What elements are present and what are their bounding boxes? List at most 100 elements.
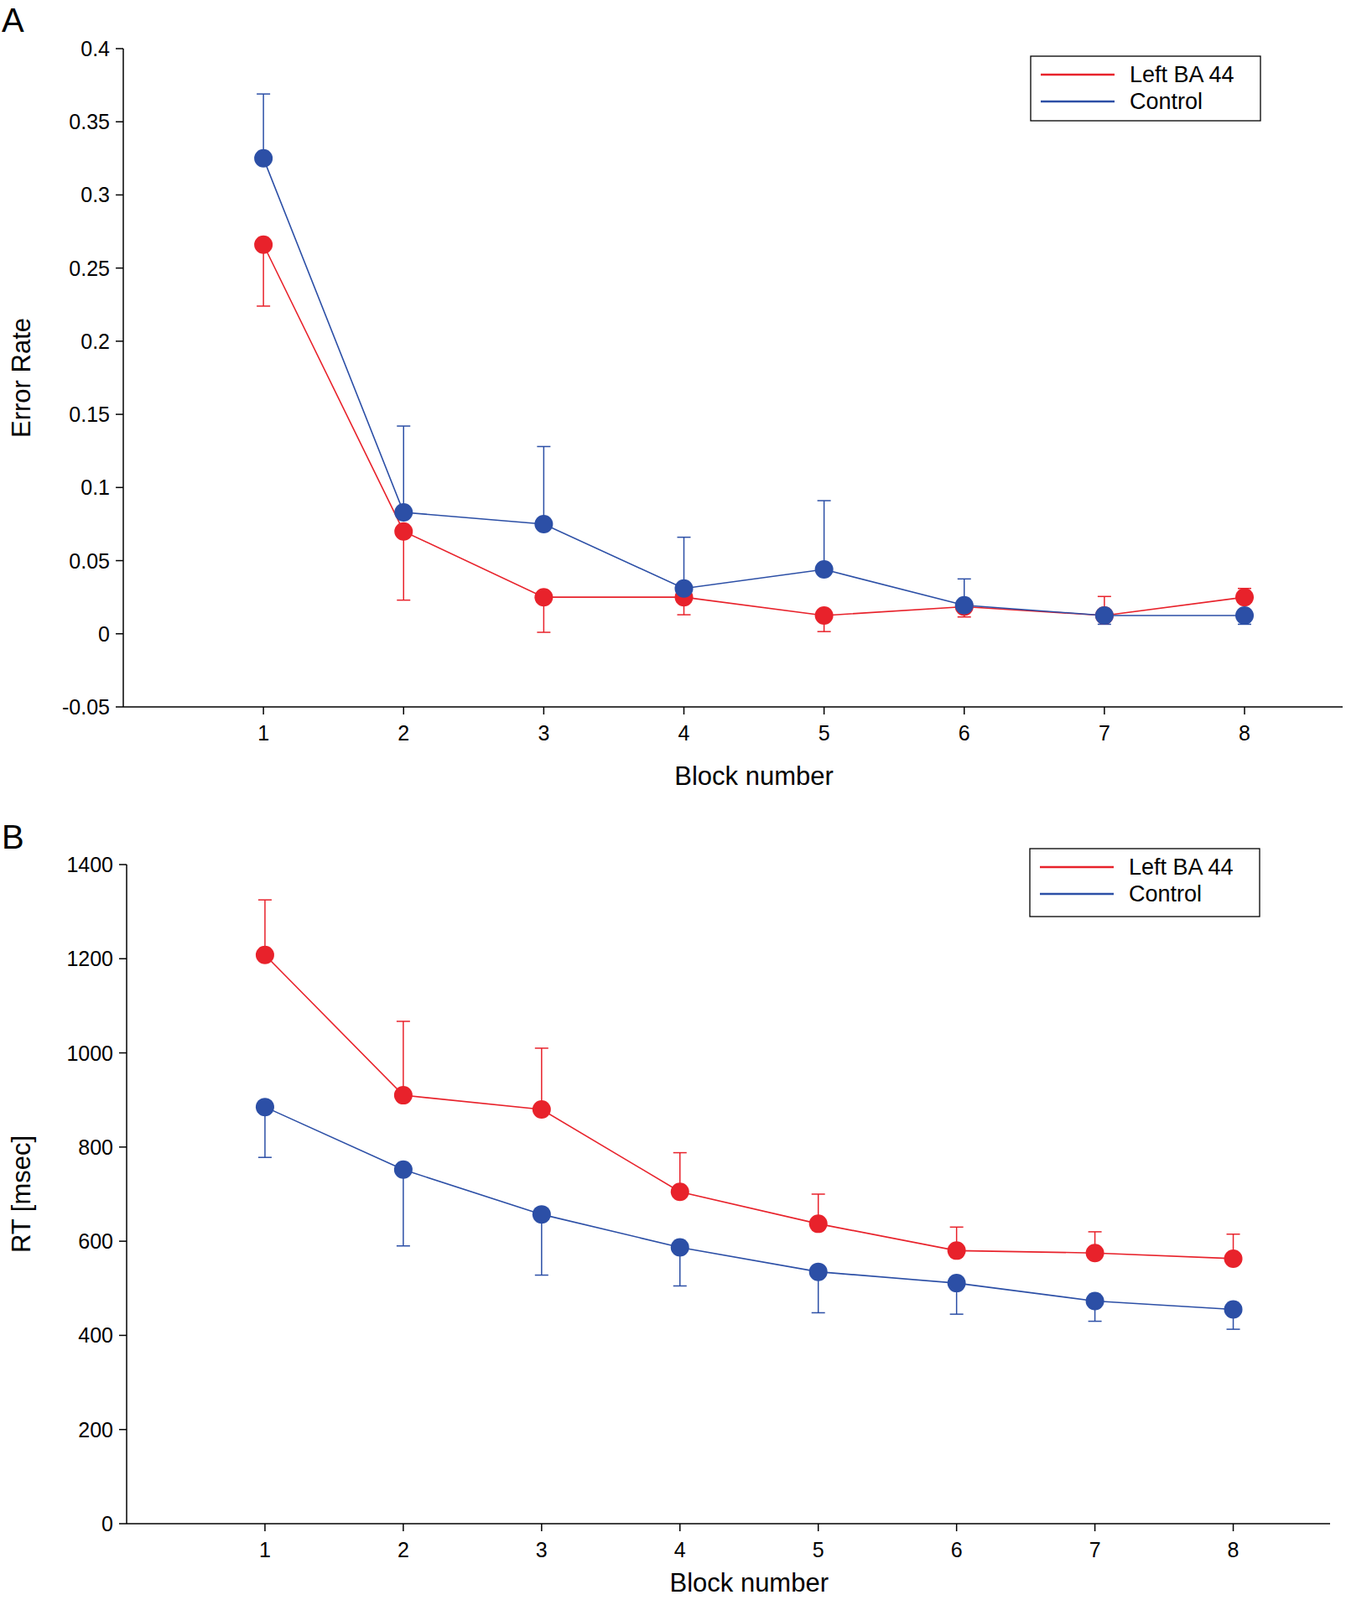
y-tick [115,560,124,562]
x-tick [963,706,966,715]
error-bar [536,446,551,524]
legend-label: Left BA 44 [1128,854,1234,880]
x-tick [264,1523,266,1532]
y-tick [115,120,124,123]
y-tick [115,340,124,343]
error-cap [536,446,551,448]
y-tick [115,194,124,197]
series-line [263,244,1245,616]
legend-swatch [1040,73,1115,77]
error-cap [673,1285,687,1288]
data-point [947,1241,967,1260]
y-tick [115,413,124,416]
error-bar [396,531,411,601]
x-tick [1094,1523,1097,1532]
x-tick [956,1523,958,1532]
error-cap [957,616,972,619]
x-tick [402,1523,405,1532]
x-tick [403,706,406,715]
y-tick [119,1240,127,1243]
y-tick-label: 0.2 [80,329,110,354]
error-cap [258,899,272,901]
y-tick-label: 0.05 [68,549,110,573]
x-tick-label: 2 [397,721,410,745]
panel-label: B [1,818,25,856]
x-tick-label: 7 [1089,1538,1102,1562]
data-point [955,596,974,615]
series-line [263,158,1245,616]
series-line [265,1106,1234,1310]
error-cap [256,305,271,307]
error-cap [396,1020,411,1023]
x-tick [543,706,546,715]
y-tick-label: 200 [77,1418,114,1442]
x-tick-label: 6 [951,1538,963,1562]
y-tick [119,958,127,961]
y-tick-label: 1000 [66,1041,114,1066]
data-point [255,945,275,965]
x-tick [683,706,686,715]
y-tick-label: 0.35 [68,109,110,134]
error-cap [258,1156,272,1159]
y-tick-label: 1400 [66,852,114,877]
y-tick [119,863,127,866]
y-tick [115,487,124,489]
data-point [670,1182,690,1201]
y-tick-label: 0.4 [80,36,110,61]
error-cap [396,599,411,602]
y-tick-label: 0.3 [80,182,110,207]
data-point [534,587,553,607]
panel-label: A [1,1,25,39]
x-tick-label: 8 [1238,721,1251,745]
error-cap [811,1312,826,1315]
legend-label: Control [1128,881,1202,907]
x-axis [126,1522,1331,1525]
error-cap [677,613,692,616]
data-point [1095,606,1114,625]
error-cap [256,93,271,95]
y-tick [119,1429,127,1431]
y-tick-label: 1200 [66,946,114,971]
y-axis-label: RT [msec] [6,1135,37,1253]
x-tick [540,1523,543,1532]
y-tick [115,47,124,50]
chart-panel: B020040060080010001200140012345678Block … [1,818,1331,1598]
data-point [254,235,273,255]
data-point [1235,587,1254,607]
x-tick [679,1523,681,1532]
legend-label: Left BA 44 [1129,62,1235,88]
y-tick [115,706,124,708]
data-point [675,579,694,598]
legend-box [1029,848,1260,917]
error-cap [817,630,832,633]
data-point [394,1160,413,1180]
error-bar [817,500,832,570]
error-stem [823,500,826,570]
chart-panel: A-0.0500.050.10.150.20.250.30.350.412345… [1,1,1343,791]
x-axis [123,706,1343,708]
legend-swatch [1039,893,1114,896]
y-tick [119,1522,127,1525]
x-tick-label: 8 [1227,1538,1240,1562]
y-tick-label: 0.1 [80,475,110,499]
error-stem [262,93,265,159]
data-point [532,1205,551,1224]
x-tick [1243,706,1246,715]
y-tick-label: 0.15 [68,402,110,427]
error-bar [396,1169,411,1247]
y-tick [115,633,124,635]
legend-swatch [1039,866,1114,869]
x-tick-label: 4 [678,721,691,745]
error-cap [1088,1320,1102,1323]
error-cap [1226,1233,1241,1236]
error-cap [950,1226,964,1229]
legend-swatch [1040,100,1115,104]
x-tick-label: 1 [259,1538,271,1562]
plot-area [255,899,1243,1330]
y-axis [125,864,128,1524]
legend-label: Control [1129,88,1203,115]
data-point [815,606,834,625]
y-tick-label: 0 [98,622,110,646]
data-point [254,149,273,168]
error-cap [1088,1231,1102,1233]
